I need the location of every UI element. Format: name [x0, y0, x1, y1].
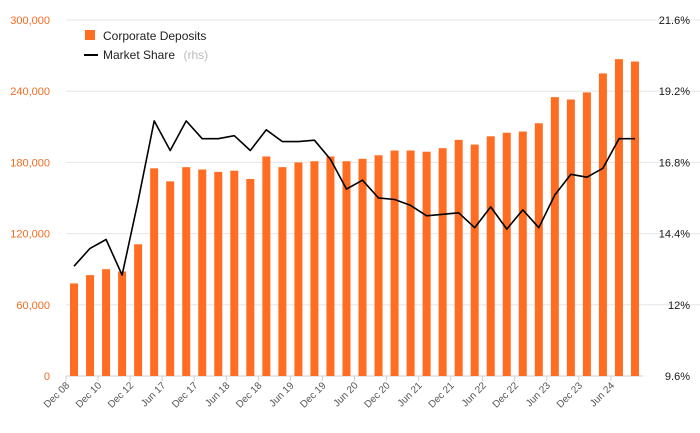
bar [198, 169, 207, 376]
bar [374, 155, 383, 376]
bar [326, 156, 335, 376]
bar [518, 131, 527, 376]
left-tick-label: 240,000 [10, 86, 50, 98]
bar [550, 97, 559, 376]
left-axis-ticks: 0 60,000 120,000 180,000 240,000 300,000 [10, 15, 50, 383]
legend-label-corporate-deposits: Corporate Deposits [103, 29, 206, 43]
right-axis-ticks: 9.6% 12% 14.4% 16.8% 19.2% 21.6% [659, 15, 690, 383]
bar [454, 139, 463, 376]
bar [470, 144, 479, 376]
bar [86, 275, 95, 376]
right-tick-label: 19.2% [659, 86, 690, 98]
bar [502, 132, 511, 376]
x-tick-label: Jun 17 [139, 380, 168, 409]
bar [566, 99, 575, 377]
bar [358, 158, 367, 376]
bar [182, 167, 191, 376]
bar [70, 283, 79, 376]
left-tick-label: 300,000 [10, 15, 50, 27]
bar [342, 161, 351, 376]
bar [390, 150, 399, 376]
x-tick-label: Jun 19 [267, 380, 296, 409]
x-tick-label: Jun 24 [588, 380, 617, 409]
bar [486, 136, 495, 376]
x-tick-label: Dec 23 [555, 380, 585, 410]
x-tick-label: Dec 18 [234, 380, 264, 410]
bar [534, 123, 543, 377]
bar [262, 156, 271, 376]
bar [422, 151, 431, 376]
bar [598, 73, 607, 377]
legend-swatch-corporate-deposits [85, 30, 95, 40]
bar [246, 179, 255, 376]
x-tick-label: Jun 22 [460, 380, 489, 409]
bar [102, 269, 111, 376]
bar [150, 168, 159, 376]
x-tick-label: Dec 12 [106, 380, 136, 410]
bar [406, 150, 415, 376]
bar [582, 92, 591, 377]
right-tick-label: 21.6% [659, 15, 690, 27]
bar [278, 167, 287, 376]
bar-series-corporate-deposits [70, 59, 639, 377]
bar [166, 181, 175, 376]
bar [214, 171, 223, 376]
bar [438, 148, 447, 376]
legend-label-rhs-note: (rhs) [183, 48, 208, 62]
x-tick-label: Jun 21 [396, 380, 425, 409]
left-tick-label: 60,000 [16, 300, 50, 312]
x-tick-label: Dec 19 [298, 380, 328, 410]
x-tick-label: Dec 10 [74, 380, 104, 410]
bar [310, 161, 319, 376]
right-tick-label: 12% [668, 300, 690, 312]
right-tick-label: 16.8% [659, 157, 690, 169]
x-tick-label: Jun 23 [524, 380, 553, 409]
left-tick-label: 120,000 [10, 229, 50, 241]
left-tick-label: 0 [44, 371, 50, 383]
legend: Corporate Deposits Market Share (rhs) [84, 29, 208, 63]
x-tick-label: Dec 22 [491, 380, 521, 410]
x-tick-label: Dec 17 [170, 380, 200, 410]
legend-label-market-share: Market Share [103, 48, 175, 62]
line-series-market-share [73, 120, 635, 276]
left-tick-label: 180,000 [10, 157, 50, 169]
x-tick-label: Jun 20 [332, 380, 361, 409]
bar [630, 61, 639, 377]
x-tick-label: Dec 21 [427, 380, 457, 410]
x-tick-label: Jun 18 [203, 380, 232, 409]
x-tick-label: Dec 08 [42, 380, 72, 410]
bar [134, 244, 143, 376]
right-tick-label: 14.4% [659, 229, 690, 241]
right-tick-label: 9.6% [665, 371, 690, 383]
bar [294, 162, 303, 376]
x-tick-label: Dec 20 [362, 380, 392, 410]
bar [118, 271, 127, 376]
bar [230, 170, 239, 376]
bar [614, 59, 623, 376]
x-axis-ticks: Dec 08 Dec 10 Dec 12 Jun 17 Dec 17 Jun 18 Dec … [42, 376, 617, 411]
legend-label-market-share-group: Market Share (rhs) [103, 46, 208, 63]
